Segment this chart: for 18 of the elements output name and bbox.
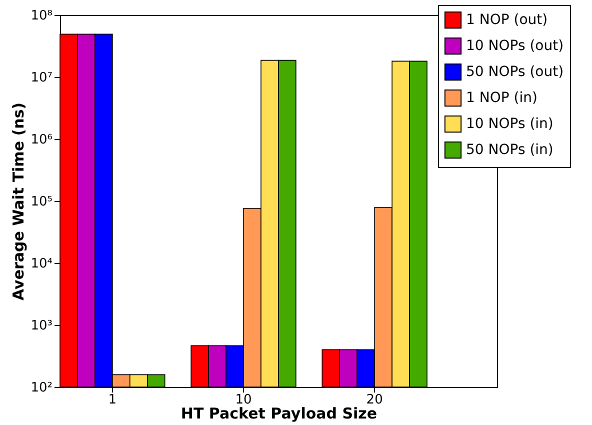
x-axis-title: HT Packet Payload Size: [180, 404, 378, 422]
legend-label: 50 NOPs (out): [466, 64, 564, 80]
legend-label: 10 NOPs (out): [466, 38, 564, 54]
y-axis-title: Average Wait Time (ns): [10, 102, 28, 301]
legend-label: 1 NOP (in): [466, 90, 538, 106]
y-tick-label: 10⁶: [30, 132, 52, 148]
y-tick-label: 10⁵: [30, 194, 52, 210]
y-tick-label: 10²: [30, 380, 52, 396]
y-tick-label: 10⁷: [30, 70, 52, 86]
x-tick-label: 20: [366, 392, 383, 408]
y-tick-label: 10⁴: [30, 256, 52, 272]
legend-label: 1 NOP (out): [466, 12, 548, 28]
legend-label: 50 NOPs (in): [466, 142, 554, 158]
y-tick-label: 10⁸: [30, 8, 52, 24]
y-tick-label: 10³: [30, 318, 52, 334]
x-tick-label: 1: [108, 392, 117, 408]
x-tick-label: 10: [235, 392, 252, 408]
legend-label: 10 NOPs (in): [466, 116, 554, 132]
